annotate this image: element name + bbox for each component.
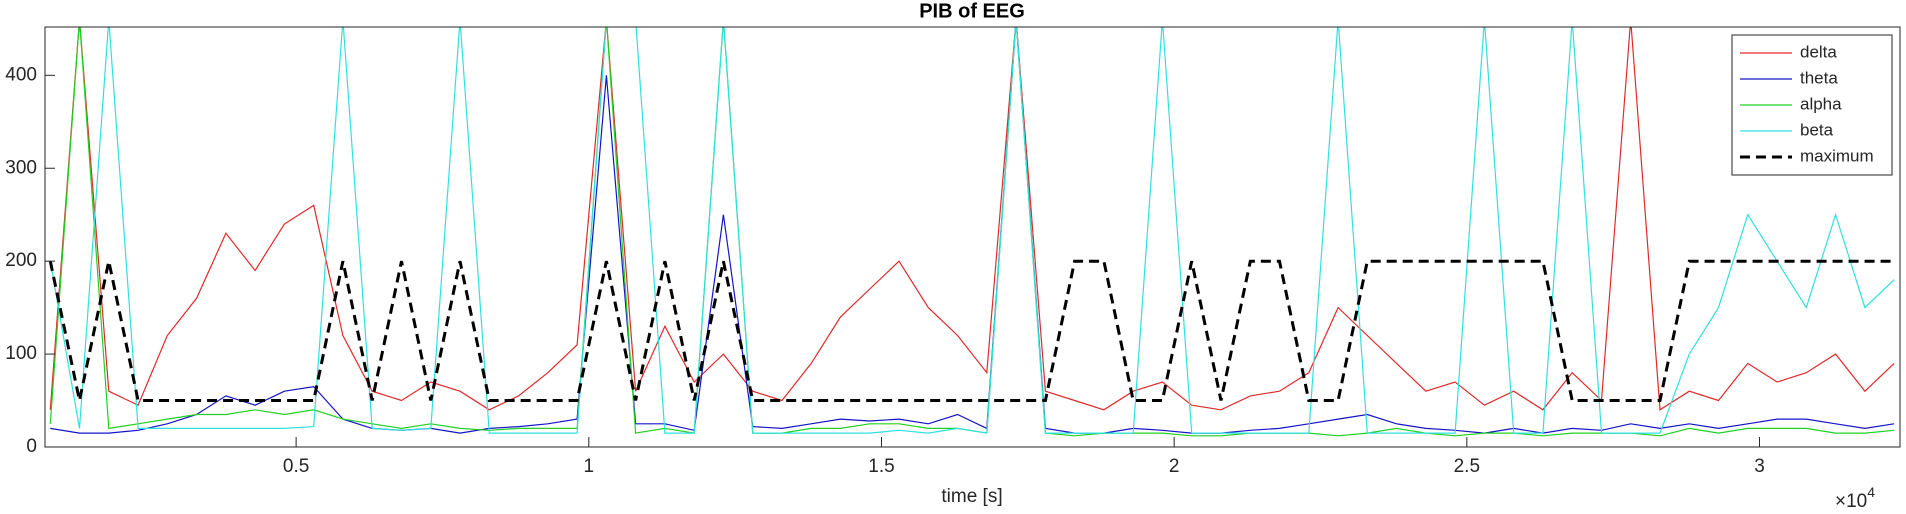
- x-tick-label: 3: [1754, 456, 1765, 477]
- x-multiplier-base: ×10: [1835, 491, 1867, 512]
- series-line: [49, 27, 1895, 411]
- series-line: [49, 27, 1895, 434]
- y-tick-label: 300: [5, 157, 37, 178]
- legend-label: theta: [1800, 68, 1838, 87]
- y-tick-label: 100: [5, 343, 37, 364]
- x-tick-label: 1.5: [868, 456, 894, 477]
- chart-title: PIB of EEG: [919, 0, 1025, 22]
- x-tick-label: 1: [584, 456, 595, 477]
- axes-box: [44, 26, 1901, 448]
- x-tick-label: 2: [1169, 456, 1180, 477]
- series-lines: [48, 27, 1895, 437]
- legend-label: delta: [1800, 42, 1837, 61]
- y-tick-label: 0: [26, 436, 37, 457]
- legend-label: beta: [1800, 120, 1834, 139]
- series-line: [50, 27, 1895, 434]
- x-axis-label: time [s]: [941, 486, 1002, 507]
- legend-label: alpha: [1800, 94, 1842, 113]
- y-tick-label: 400: [5, 64, 37, 85]
- x-multiplier: ×104: [1835, 484, 1875, 512]
- y-tick-label: 200: [5, 250, 37, 271]
- series-line: [48, 259, 1895, 402]
- plot-area: [45, 27, 1900, 447]
- x-tick-label: 0.5: [283, 456, 309, 477]
- legend-label: maximum: [1800, 146, 1874, 165]
- x-multiplier-exponent: 4: [1867, 484, 1875, 500]
- legend: delta theta alpha beta maximum: [1731, 34, 1893, 176]
- x-tick-label: 2.5: [1454, 456, 1480, 477]
